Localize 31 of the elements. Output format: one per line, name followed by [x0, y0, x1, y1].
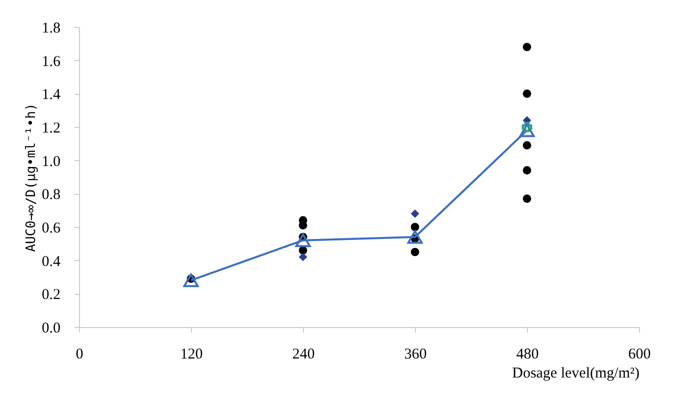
y-tick-label: 1.0 [42, 154, 60, 170]
x-axis-title: Dosage level(mg/m²) [512, 366, 640, 382]
x-tick-label: 600 [628, 346, 651, 362]
point [522, 89, 532, 98]
y-tick-label: 1.6 [42, 54, 61, 70]
y-tick-label: 0.8 [42, 187, 60, 204]
point [298, 252, 308, 262]
y-tick-label: 0.2 [42, 287, 60, 304]
point [410, 209, 420, 218]
x-tick-label: 240 [292, 346, 315, 362]
x-tick-label: 480 [516, 346, 539, 362]
y-tick-label: 0.6 [42, 220, 61, 236]
y-axis-title: AUC0→∞/D(μg•ml⁻¹•h) [24, 103, 39, 252]
point [522, 194, 532, 203]
x-tick-label: 0 [76, 346, 84, 362]
point [522, 166, 532, 175]
point [522, 141, 532, 150]
y-tick-label: 1.2 [42, 120, 60, 136]
y-tick-label: 0.4 [42, 254, 61, 270]
x-tick-label: 120 [180, 346, 203, 362]
point [295, 234, 311, 248]
point [522, 42, 532, 52]
point [410, 248, 420, 256]
y-tick-label: 0.0 [42, 320, 60, 336]
x-tick-label: 360 [404, 346, 427, 362]
point [407, 230, 423, 244]
point [410, 222, 420, 232]
point [519, 124, 535, 138]
y-tick-label: 1.8 [42, 20, 60, 36]
y-tick-label: 1.4 [42, 87, 61, 104]
point [183, 274, 199, 288]
